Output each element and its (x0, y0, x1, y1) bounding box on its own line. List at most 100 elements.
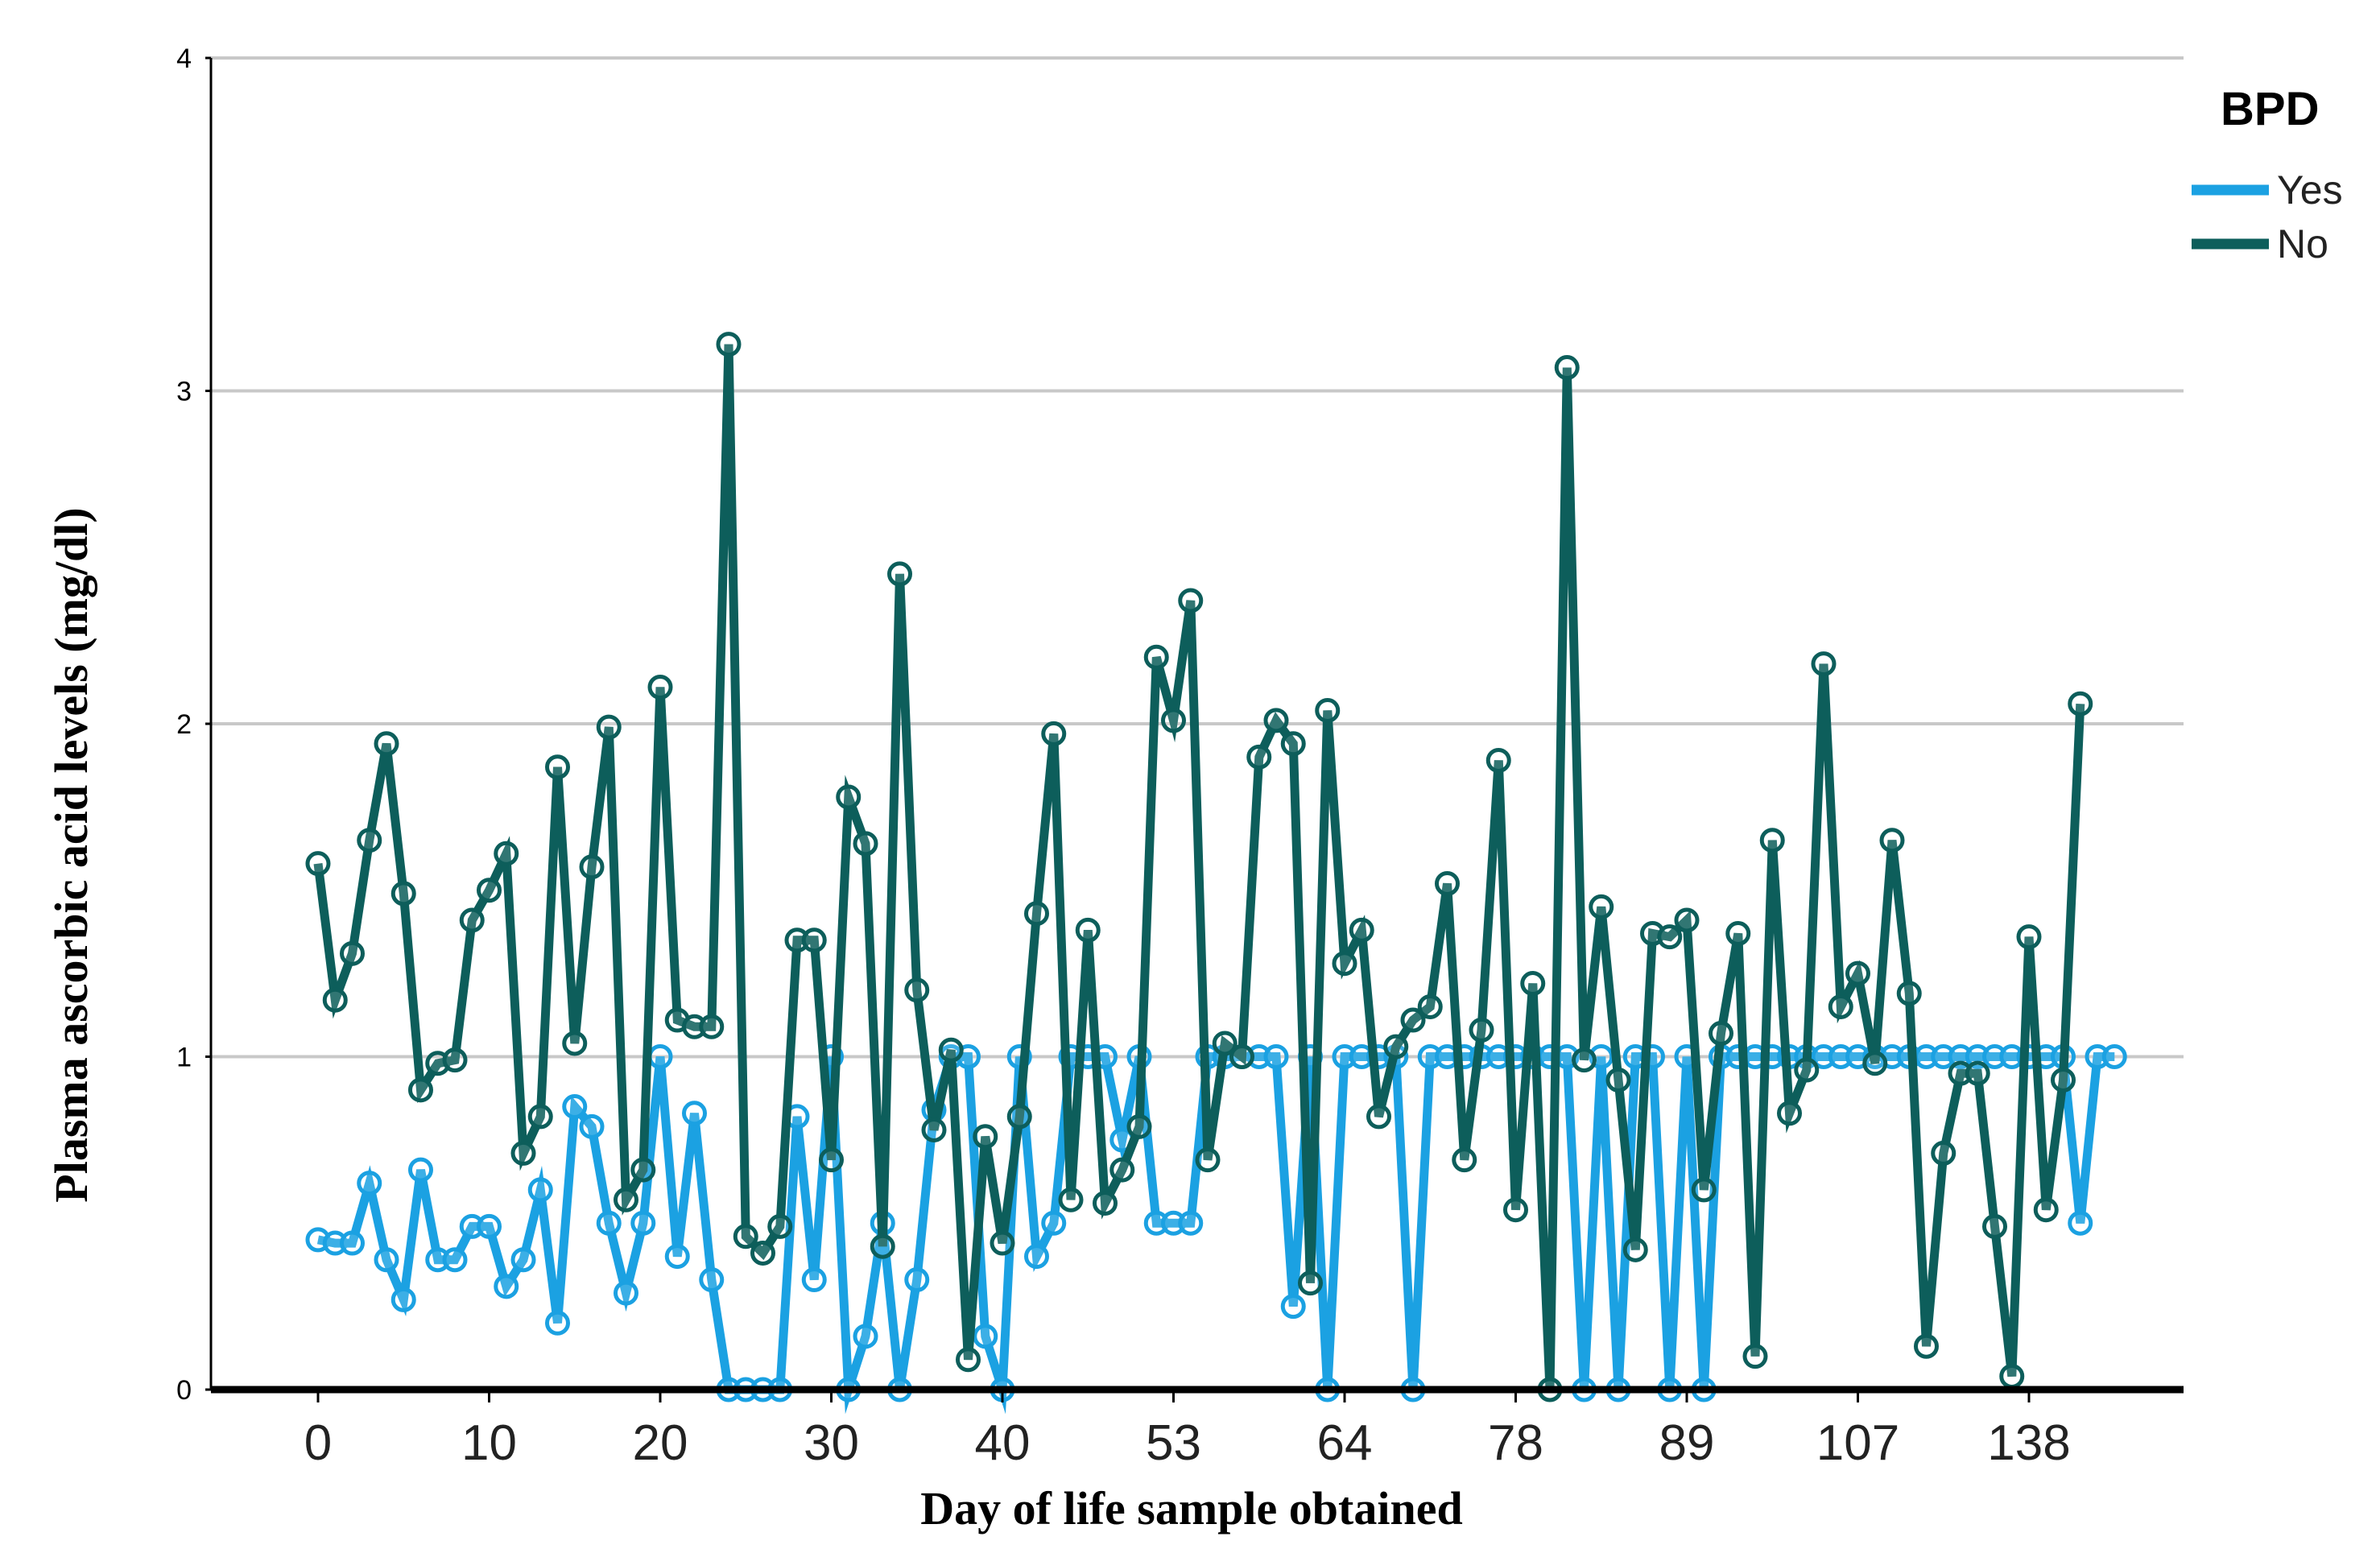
data-point (904, 1267, 930, 1293)
data-point (819, 1147, 844, 1173)
data-point (390, 1287, 416, 1312)
data-point (887, 561, 912, 587)
data-point (1811, 651, 1837, 677)
data-point (1742, 1344, 1768, 1369)
x-tick-label-20: 20 (633, 1415, 688, 1471)
data-point (750, 1240, 775, 1266)
data-point (1657, 924, 1683, 950)
data-point (614, 1280, 638, 1306)
data-point (1452, 1147, 1477, 1173)
data-point (1589, 894, 1614, 919)
data-point (716, 332, 742, 357)
data-point (459, 1213, 485, 1239)
data-point (938, 1037, 964, 1063)
data-point (801, 927, 827, 953)
data-point (1195, 1147, 1221, 1173)
data-point (1999, 1363, 2025, 1389)
data-point (477, 1213, 502, 1239)
data-point (1931, 1044, 1956, 1069)
data-point (1006, 1104, 1032, 1130)
data-point (801, 1267, 827, 1293)
data-point (510, 1140, 536, 1166)
data-point (1400, 1007, 1426, 1033)
data-point (1024, 901, 1049, 927)
data-point (1862, 1051, 1888, 1076)
x-tick-label-40: 40 (975, 1415, 1031, 1471)
data-point (1280, 731, 1306, 757)
data-point (374, 731, 399, 757)
data-point (442, 1047, 468, 1073)
data-point (1948, 1060, 1973, 1086)
data-point (1965, 1060, 1990, 1086)
data-point (853, 831, 878, 857)
data-point (1914, 1333, 1939, 1359)
data-point (1896, 981, 1922, 1006)
data-point (1126, 1113, 1152, 1139)
data-point (1246, 1044, 1272, 1069)
data-point (1178, 1210, 1204, 1236)
data-point (1554, 355, 1580, 381)
data-point (1349, 917, 1374, 943)
data-point (1417, 993, 1443, 1019)
data-point (904, 977, 930, 1003)
data-point (870, 1233, 895, 1259)
data-point (630, 1157, 656, 1183)
data-point (2101, 1044, 2127, 1069)
data-point (1845, 960, 1870, 986)
data-point (1109, 1157, 1135, 1183)
data-point (2068, 691, 2093, 717)
x-tick-label-0: 0 (304, 1415, 332, 1471)
data-point (545, 1310, 570, 1336)
data-point (357, 1171, 382, 1196)
data-point (682, 1014, 707, 1039)
y-axis-title: Plasma ascorbic acid levels (mg/dl) (45, 507, 97, 1202)
data-point (1041, 1210, 1067, 1236)
data-point (1605, 1067, 1631, 1093)
data-point (390, 881, 416, 907)
data-point (1485, 747, 1511, 773)
data-point (305, 851, 331, 877)
data-point (1263, 1044, 1289, 1069)
data-point (579, 854, 605, 880)
data-point (921, 1117, 947, 1142)
data-point (1298, 1270, 1323, 1296)
data-point (1709, 1021, 1733, 1047)
data-point (1280, 1294, 1306, 1320)
data-point (1366, 1104, 1391, 1130)
x-tick-label-78: 78 (1488, 1415, 1543, 1471)
data-point (1725, 921, 1751, 947)
data-point (1759, 828, 1785, 853)
data-point (1691, 1177, 1717, 1203)
data-point (664, 1244, 690, 1270)
data-point (494, 841, 519, 866)
data-point (510, 1247, 536, 1273)
data-point (1024, 1244, 1049, 1270)
data-point (630, 1210, 656, 1236)
data-point (1041, 721, 1067, 746)
data-point (1982, 1213, 2007, 1239)
data-point (1469, 1017, 1494, 1043)
data-point (442, 1247, 468, 1273)
data-point (1965, 1044, 1990, 1069)
data-point (1093, 1190, 1118, 1216)
data-point (1229, 1044, 1254, 1069)
data-point (1828, 1044, 1853, 1069)
x-axis: 0 10 20 30 40 53 64 78 89 107 138 (211, 1386, 2184, 1471)
data-point (477, 878, 502, 903)
data-point (1948, 1044, 1973, 1069)
data-point (682, 1101, 707, 1126)
data-point (1794, 1057, 1820, 1083)
data-point (494, 1274, 519, 1299)
y-axis: 0 1 2 3 4 (176, 43, 213, 1406)
data-point (973, 1324, 998, 1349)
x-tick-label-64: 64 (1317, 1415, 1373, 1471)
data-point (647, 675, 673, 700)
data-point (1332, 951, 1357, 977)
data-point (973, 1124, 998, 1150)
data-point (733, 1224, 758, 1250)
data-point (1332, 1044, 1357, 1069)
data-point (1828, 993, 1853, 1019)
data-point (1315, 697, 1341, 723)
y-tick-label-4: 4 (176, 43, 192, 74)
legend-label-yes: Yes (2277, 167, 2343, 213)
